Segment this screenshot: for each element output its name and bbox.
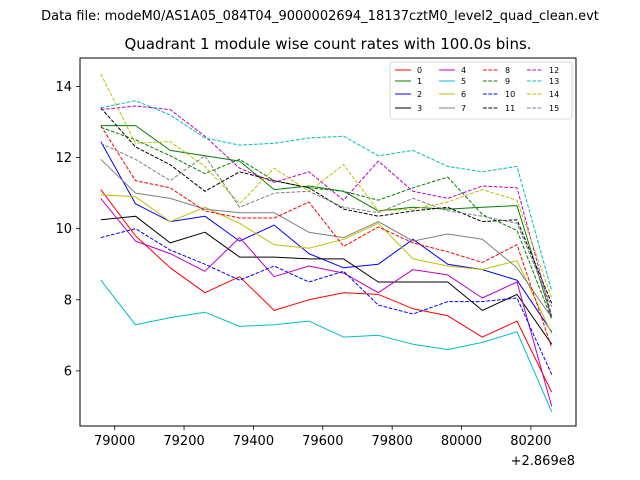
legend-label-11: 11 (505, 104, 515, 113)
chart-suptitle: Data file: modeM0/AS1A05_084T04_90000026… (41, 9, 599, 24)
series-line-9 (100, 126, 553, 320)
legend-label-5: 5 (461, 77, 466, 86)
series-layer (100, 73, 553, 412)
series-line-14 (100, 73, 553, 299)
chart-title: Quadrant 1 module wise count rates with … (124, 35, 531, 53)
legend-label-2: 2 (417, 90, 422, 99)
legend-label-1: 1 (417, 77, 422, 86)
legend-frame (389, 61, 573, 120)
y-tick-label: 10 (55, 222, 72, 237)
legend-label-10: 10 (505, 90, 515, 99)
y-tick-label: 14 (55, 80, 72, 95)
legend-label-8: 8 (505, 66, 510, 75)
x-tick-label: 79600 (302, 434, 343, 449)
x-tick-label: 79400 (233, 434, 274, 449)
series-line-8 (100, 125, 553, 348)
y-tick-label: 6 (64, 364, 72, 379)
y-tick-label: 8 (64, 293, 72, 308)
series-line-13 (100, 100, 553, 292)
series-line-3 (100, 215, 553, 345)
x-tick-label: 79000 (94, 434, 135, 449)
series-line-7 (100, 158, 553, 318)
x-axis-offset-label: +2.869e8 (511, 454, 575, 469)
y-tick-label: 12 (55, 151, 72, 166)
series-line-0 (100, 189, 553, 393)
legend-label-7: 7 (461, 104, 466, 113)
series-line-4 (100, 198, 553, 407)
legend-label-0: 0 (417, 66, 422, 75)
plot-frame (79, 57, 577, 427)
series-line-6 (100, 194, 553, 334)
legend-label-6: 6 (461, 90, 466, 99)
x-axis-ticks: 79000 79200 79400 79600 79800 80000 80200 (94, 426, 552, 449)
y-axis-ticks: 6 8 10 12 14 (55, 80, 80, 379)
series-line-11 (100, 107, 553, 304)
x-tick-label: 80000 (441, 434, 482, 449)
series-line-5 (100, 279, 553, 412)
series-line-10 (100, 228, 553, 375)
legend-label-15: 15 (549, 104, 559, 113)
legend-label-13: 13 (549, 77, 559, 86)
legend-label-12: 12 (549, 66, 559, 75)
series-line-12 (100, 105, 553, 316)
x-tick-label: 79200 (163, 434, 204, 449)
x-tick-label: 79800 (371, 434, 412, 449)
legend-label-3: 3 (417, 104, 422, 113)
x-tick-label: 80200 (510, 434, 551, 449)
legend-label-4: 4 (461, 66, 466, 75)
series-line-15 (100, 142, 553, 308)
legend-label-14: 14 (549, 90, 559, 99)
legend-label-9: 9 (505, 77, 510, 86)
series-line-2 (100, 141, 553, 333)
